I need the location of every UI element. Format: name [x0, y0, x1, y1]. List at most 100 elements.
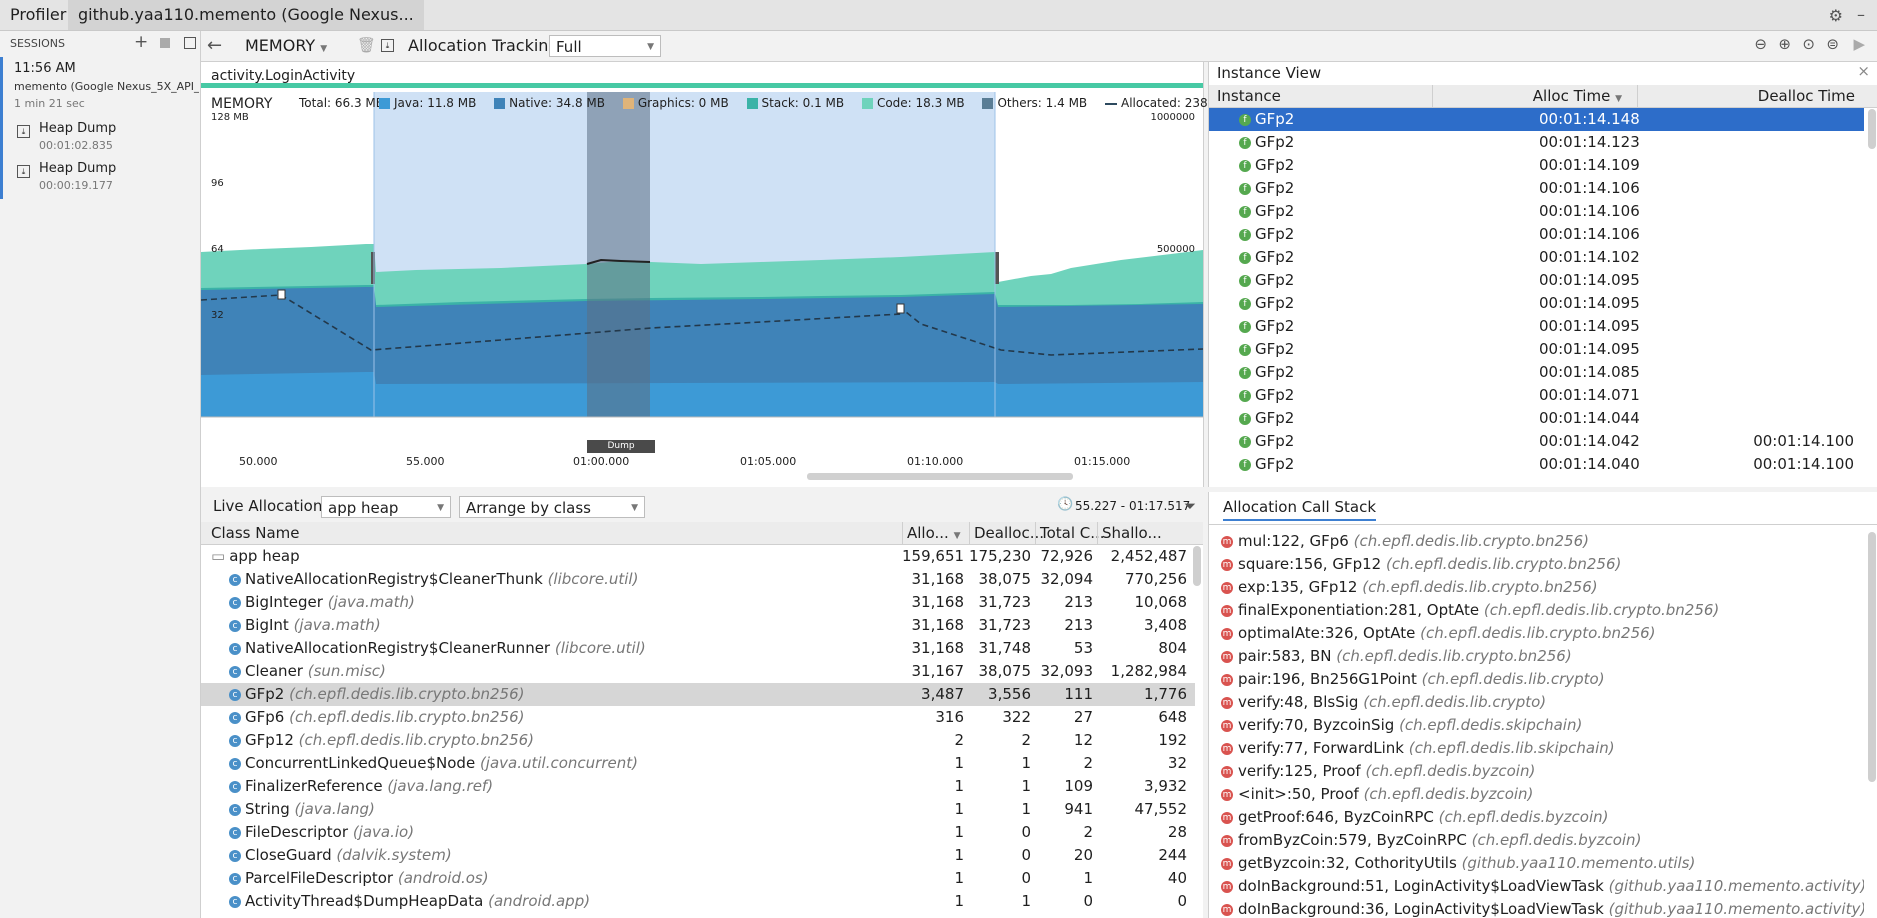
- table-row[interactable]: c NativeAllocationRegistry$CleanerThunk (…: [201, 568, 1195, 591]
- instance-row[interactable]: f GFp2 00:01:14.123: [1209, 131, 1864, 154]
- table-row[interactable]: c GFp6 (ch.epfl.dedis.lib.crypto.bn256) 31…: [201, 706, 1195, 729]
- zoom-out-icon[interactable]: ⊖: [1754, 35, 1767, 53]
- heap-dump-item[interactable]: ⤓ Heap Dump 00:00:19.177: [0, 159, 203, 199]
- minimize-icon[interactable]: –: [1857, 5, 1865, 24]
- instance-row[interactable]: f GFp2 00:01:14.040 00:01:14.100: [1209, 453, 1864, 476]
- instance-row[interactable]: f GFp2 00:01:14.095: [1209, 315, 1864, 338]
- gear-icon[interactable]: ⚙: [1828, 6, 1843, 25]
- instance-view-title: Instance View: [1217, 64, 1322, 82]
- chart-legend: Java: 11.8 MB Native: 34.8 MB Graphics: …: [379, 96, 1231, 110]
- col-alloc-time[interactable]: Alloc Time ▼: [1432, 85, 1636, 107]
- stack-frame[interactable]: m getProof:646, ByzCoinRPC (ch.epfl.dedis…: [1209, 806, 1864, 829]
- stop-icon[interactable]: [160, 38, 170, 48]
- filter-icon[interactable]: ⏷: [1184, 497, 1197, 515]
- tab-profiler[interactable]: Profiler: [0, 0, 76, 30]
- col-allocations[interactable]: Allo... ▼: [902, 522, 961, 544]
- sort-desc-icon: ▼: [1615, 94, 1622, 104]
- table-row[interactable]: c ActivityThread$DumpHeapData (android.ap…: [201, 890, 1195, 913]
- col-deallocations[interactable]: Dealloc...: [969, 522, 1044, 544]
- table-row[interactable]: c FileDescriptor (java.io) 1 0 2 28: [201, 821, 1195, 844]
- stack-frame[interactable]: m square:156, GFp12 (ch.epfl.dedis.lib.cr…: [1209, 553, 1864, 576]
- heap-dump-item[interactable]: ⤓ Heap Dump 00:01:02.835: [0, 119, 203, 159]
- split-view-icon[interactable]: [184, 37, 196, 49]
- instance-row[interactable]: f GFp2 00:01:14.106: [1209, 223, 1864, 246]
- table-row[interactable]: c GFp2 (ch.epfl.dedis.lib.crypto.bn256) 3,…: [201, 683, 1195, 706]
- col-total-count[interactable]: Total C...: [1035, 522, 1105, 544]
- stack-frame[interactable]: m verify:70, ByzcoinSig (ch.epfl.dedis.sk…: [1209, 714, 1864, 737]
- tab-call-stack[interactable]: Allocation Call Stack: [1223, 498, 1377, 521]
- instance-row[interactable]: f GFp2 00:01:14.148: [1209, 108, 1864, 131]
- table-row[interactable]: c CloseGuard (dalvik.system) 1 0 20 244: [201, 844, 1195, 867]
- stack-frame[interactable]: m mul:122, GFp6 (ch.epfl.dedis.lib.crypto…: [1209, 530, 1864, 553]
- instance-row[interactable]: f GFp2 00:01:14.106: [1209, 200, 1864, 223]
- instance-row[interactable]: f GFp2 00:01:14.095: [1209, 338, 1864, 361]
- gc-event-icon[interactable]: [277, 289, 286, 300]
- table-row[interactable]: c String (java.lang) 1 1 941 47,552: [201, 798, 1195, 821]
- allocation-tracking-select[interactable]: Full ▼: [549, 35, 661, 57]
- col-shallow-size[interactable]: Shallo...: [1097, 522, 1162, 544]
- memory-chart[interactable]: [201, 92, 1203, 447]
- instance-row[interactable]: f GFp2 00:01:14.095: [1209, 292, 1864, 315]
- reset-zoom-icon[interactable]: ⊙: [1802, 35, 1815, 53]
- alloc-count: 1: [954, 892, 964, 910]
- instance-table-scrollbar[interactable]: [1868, 109, 1876, 149]
- instance-row[interactable]: f GFp2 00:01:14.095: [1209, 269, 1864, 292]
- trash-icon[interactable]: 🗑: [357, 36, 377, 54]
- y-tick-right: 500000: [1156, 244, 1195, 255]
- heap-select[interactable]: app heap ▼: [321, 496, 451, 518]
- back-arrow-icon[interactable]: ←: [207, 35, 223, 56]
- instance-row[interactable]: f GFp2 00:01:14.106: [1209, 177, 1864, 200]
- instance-row[interactable]: f GFp2 00:01:14.071: [1209, 384, 1864, 407]
- selection-handle-right[interactable]: [995, 252, 999, 284]
- close-icon[interactable]: ×: [1857, 62, 1870, 80]
- table-row[interactable]: c BigInteger (java.math) 31,168 31,723 213 10…: [201, 591, 1195, 614]
- call-stack-scrollbar[interactable]: [1868, 532, 1876, 782]
- col-instance[interactable]: Instance: [1217, 87, 1281, 105]
- dump-heap-icon[interactable]: ⤓: [381, 39, 394, 52]
- gc-event-icon[interactable]: [896, 303, 905, 314]
- selection-handle-left[interactable]: [371, 252, 375, 284]
- go-live-icon[interactable]: ▶: [1853, 35, 1865, 53]
- stack-frame[interactable]: m doInBackground:51, LoginActivity$LoadVi…: [1209, 875, 1864, 898]
- class-table-scrollbar[interactable]: [1193, 546, 1201, 586]
- instance-row[interactable]: f GFp2 00:01:14.109: [1209, 154, 1864, 177]
- profiler-select[interactable]: MEMORY ▼: [245, 31, 327, 61]
- stack-frame[interactable]: m finalExponentiation:281, OptAte (ch.epf…: [1209, 599, 1864, 622]
- table-row[interactable]: ▭ app heap 159,651 175,230 72,926 2,452,487: [201, 545, 1195, 568]
- stack-frame[interactable]: m pair:583, BN (ch.epfl.dedis.lib.crypto.…: [1209, 645, 1864, 668]
- table-row[interactable]: c Cleaner (sun.misc) 31,167 38,075 32,093 1,2…: [201, 660, 1195, 683]
- add-session-icon[interactable]: +: [134, 32, 149, 52]
- stack-frame[interactable]: m exp:135, GFp12 (ch.epfl.dedis.lib.crypt…: [1209, 576, 1864, 599]
- stack-frame[interactable]: m verify:48, BlsSig (ch.epfl.dedis.lib.cr…: [1209, 691, 1864, 714]
- stack-frame[interactable]: m <init>:50, Proof (ch.epfl.dedis.byzcoin…: [1209, 783, 1864, 806]
- stack-frame[interactable]: m fromByzCoin:579, ByzCoinRPC (ch.epfl.de…: [1209, 829, 1864, 852]
- instance-row[interactable]: f GFp2 00:01:14.102: [1209, 246, 1864, 269]
- alloc-count: 1: [954, 777, 964, 795]
- instance-row[interactable]: f GFp2 00:01:14.044: [1209, 407, 1864, 430]
- zoom-in-icon[interactable]: ⊕: [1778, 35, 1791, 53]
- instance-row[interactable]: f GFp2 00:01:14.085: [1209, 361, 1864, 384]
- stack-frame[interactable]: m verify:77, ForwardLink (ch.epfl.dedis.l…: [1209, 737, 1864, 760]
- arrange-select[interactable]: Arrange by class ▼: [459, 496, 645, 518]
- stack-frame[interactable]: m pair:196, Bn256G1Point (ch.epfl.dedis.l…: [1209, 668, 1864, 691]
- stack-frame[interactable]: m doInBackground:36, LoginActivity$LoadVi…: [1209, 898, 1864, 918]
- col-class-name[interactable]: Class Name: [211, 524, 300, 542]
- stack-frame[interactable]: m verify:125, Proof (ch.epfl.dedis.byzcoi…: [1209, 760, 1864, 783]
- shallow-size: 10,068: [1134, 593, 1188, 611]
- tab-session[interactable]: github.yaa110.memento (Google Nexus...: [68, 0, 424, 30]
- heap-dump-overlay[interactable]: [587, 92, 650, 417]
- timeline-scrollbar[interactable]: [807, 473, 1073, 480]
- table-row[interactable]: c BigInt (java.math) 31,168 31,723 213 3,408: [201, 614, 1195, 637]
- stack-frame[interactable]: m optimalAte:326, OptAte (ch.epfl.dedis.l…: [1209, 622, 1864, 645]
- class-name: BigInteger: [245, 593, 323, 611]
- table-row[interactable]: c GFp12 (ch.epfl.dedis.lib.crypto.bn256) 2…: [201, 729, 1195, 752]
- stack-frame[interactable]: m getByzcoin:32, CothorityUtils (github.y…: [1209, 852, 1864, 875]
- col-dealloc-time[interactable]: Dealloc Time: [1637, 85, 1867, 107]
- pause-icon[interactable]: ⊜: [1826, 35, 1839, 53]
- instance-row[interactable]: f GFp2 00:01:14.042 00:01:14.100: [1209, 430, 1864, 453]
- table-row[interactable]: c ConcurrentLinkedQueue$Node (java.util.c…: [201, 752, 1195, 775]
- table-row[interactable]: c NativeAllocationRegistry$CleanerRunner …: [201, 637, 1195, 660]
- session-item[interactable]: 11:56 AM memento (Google Nexus_5X_API_..…: [0, 57, 203, 119]
- table-row[interactable]: c ParcelFileDescriptor (android.os) 1 0 1 40: [201, 867, 1195, 890]
- table-row[interactable]: c FinalizerReference (java.lang.ref) 1 1 109…: [201, 775, 1195, 798]
